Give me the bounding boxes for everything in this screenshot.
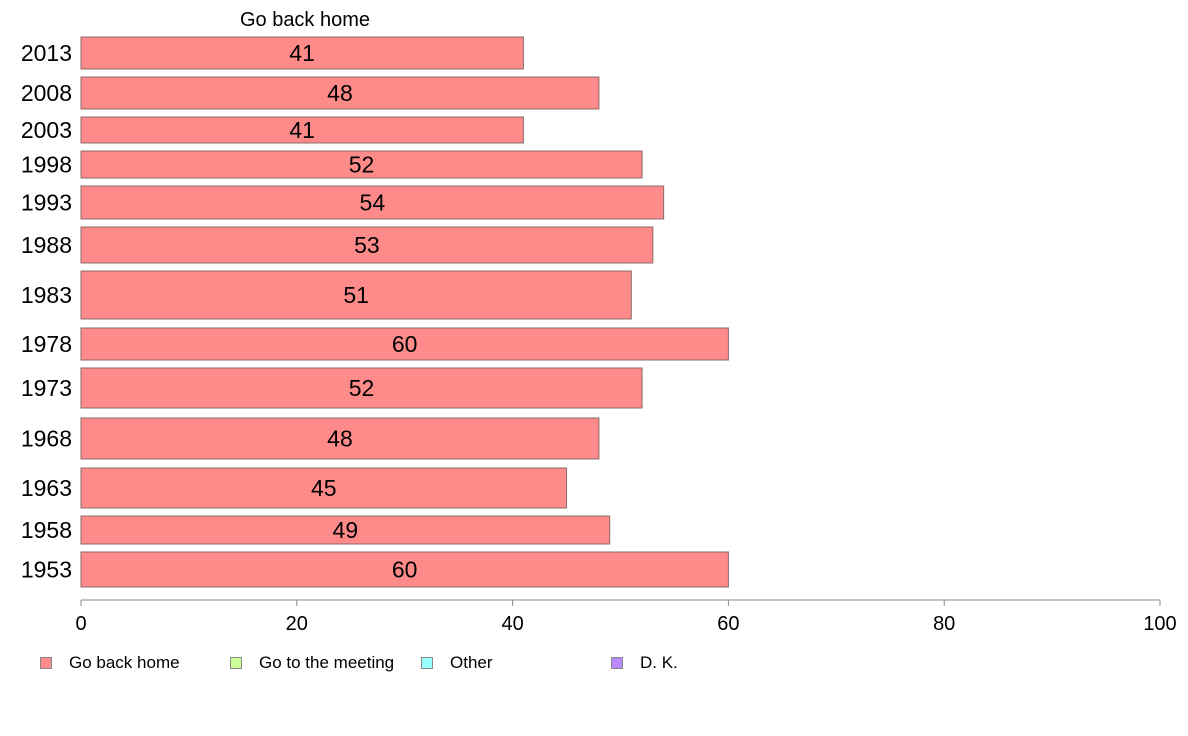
legend-swatch-other — [421, 657, 433, 669]
bar-value-label: 60 — [392, 557, 418, 583]
bar-2008 — [80, 76, 600, 110]
bar-2003 — [80, 116, 524, 144]
bar-1978 — [80, 327, 729, 361]
y-tick-label: 2003 — [21, 117, 72, 143]
bar-1993 — [80, 185, 665, 220]
y-tick-label: 1968 — [21, 426, 72, 452]
bar-value-label: 45 — [311, 475, 337, 501]
y-tick-label: 2008 — [21, 80, 72, 106]
legend-swatch-go-to-the-meeting — [230, 657, 242, 669]
bar-value-label: 52 — [349, 152, 375, 178]
legend-item-go-to-the-meeting: Go to the meeting — [230, 652, 394, 674]
y-tick-label: 1988 — [21, 232, 72, 258]
y-tick-label: 1953 — [21, 557, 72, 583]
bar-value-label: 54 — [360, 190, 386, 216]
bar-1988 — [80, 226, 654, 264]
legend-swatch-dk — [611, 657, 623, 669]
legend-swatch-go-back-home — [40, 657, 52, 669]
x-tick-label: 40 — [501, 613, 523, 635]
bar-value-label: 60 — [392, 331, 418, 357]
legend-item-other: Other — [421, 652, 493, 674]
x-axis: 0 20 40 60 80 100 — [75, 599, 1177, 635]
x-tick-label: 20 — [286, 613, 308, 635]
chart-title: Go back home — [240, 9, 370, 31]
x-tick-label: 60 — [717, 613, 739, 635]
legend-label: Other — [450, 653, 493, 672]
legend-item-dk: D. K. — [611, 652, 678, 674]
bar-value-label: 41 — [289, 40, 315, 66]
y-tick-label: 1993 — [21, 190, 72, 216]
bar-1963 — [80, 467, 568, 509]
x-tick-label: 0 — [75, 613, 86, 635]
bar-value-label: 49 — [333, 517, 359, 543]
y-tick-label: 1998 — [21, 152, 72, 178]
y-tick-label: 1958 — [21, 517, 72, 543]
bar-1973 — [80, 367, 643, 409]
legend-label: Go back home — [69, 653, 180, 672]
bar-value-label: 53 — [354, 232, 380, 258]
bar-1953 — [80, 551, 729, 588]
legend-item-go-back-home: Go back home — [40, 652, 180, 674]
y-tick-label: 1983 — [21, 282, 72, 308]
y-tick-label: 1963 — [21, 475, 72, 501]
bar-value-label: 41 — [289, 117, 315, 143]
bar-1968 — [80, 417, 600, 460]
bar-2013 — [80, 36, 524, 70]
y-tick-label: 1978 — [21, 331, 72, 357]
legend-label: D. K. — [640, 653, 678, 672]
bar-1958 — [80, 515, 611, 545]
legend-label: Go to the meeting — [259, 653, 395, 672]
bar-value-label: 48 — [327, 80, 353, 106]
y-tick-label: 2013 — [21, 40, 72, 66]
bar-value-label: 52 — [349, 375, 375, 401]
bar-value-label: 51 — [343, 282, 369, 308]
bar-1983 — [80, 270, 632, 320]
bar-value-label: 48 — [327, 426, 353, 452]
x-tick-label: 100 — [1143, 613, 1176, 635]
x-tick-label: 80 — [933, 613, 955, 635]
chart-legend: Go back home Go to the meeting Other D. … — [40, 652, 940, 674]
bar-1998 — [80, 150, 643, 179]
y-tick-label: 1973 — [21, 375, 72, 401]
